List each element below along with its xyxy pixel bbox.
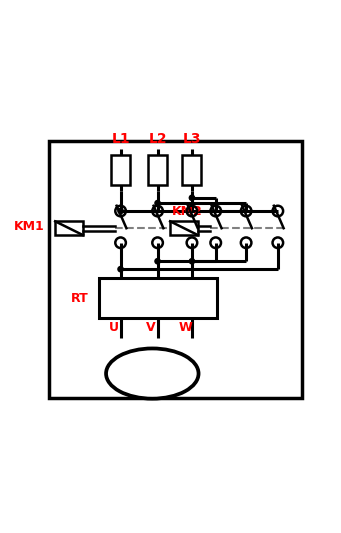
Text: RT: RT <box>71 292 89 305</box>
Text: KM1: KM1 <box>14 220 45 232</box>
Text: W: W <box>178 321 192 334</box>
Bar <box>100 278 217 318</box>
Bar <box>111 155 130 185</box>
Bar <box>182 155 202 185</box>
Text: 3 ω: 3 ω <box>138 374 167 389</box>
Circle shape <box>118 208 123 214</box>
Circle shape <box>155 259 160 264</box>
Text: M: M <box>143 357 162 376</box>
Bar <box>148 155 167 185</box>
Circle shape <box>155 200 160 206</box>
Text: L1: L1 <box>111 132 130 146</box>
Text: U: U <box>109 321 119 334</box>
Circle shape <box>118 266 123 272</box>
Ellipse shape <box>106 349 198 399</box>
Text: KM2: KM2 <box>172 205 202 218</box>
Bar <box>170 221 198 235</box>
Text: L2: L2 <box>148 132 167 146</box>
Text: L3: L3 <box>183 132 201 146</box>
Bar <box>55 221 83 235</box>
Circle shape <box>189 259 195 264</box>
Text: V: V <box>146 321 156 334</box>
Circle shape <box>189 195 195 200</box>
